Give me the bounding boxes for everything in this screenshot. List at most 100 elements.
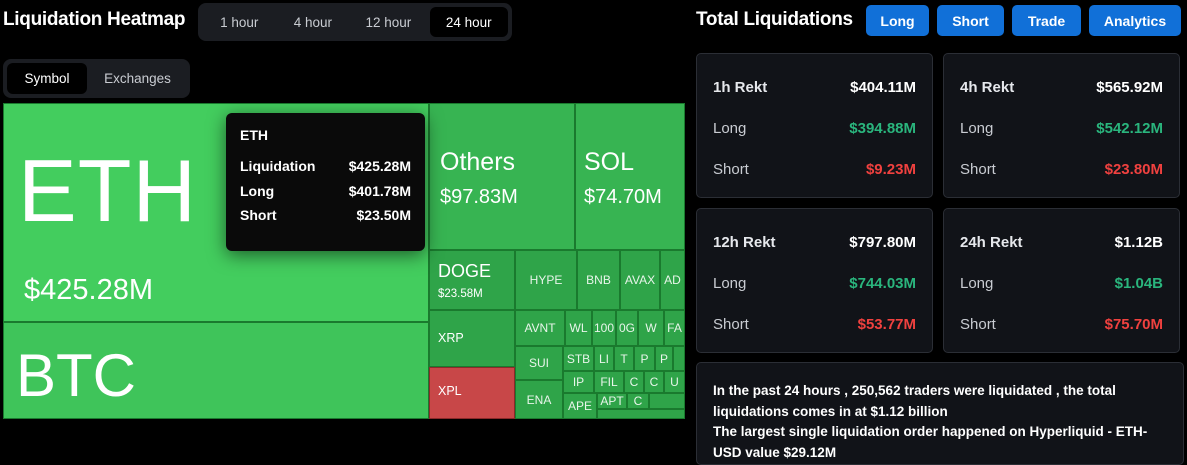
treemap-cell-sui[interactable]: SUI (515, 346, 563, 380)
tooltip-value: $425.28M (348, 158, 411, 174)
cell-symbol: HYPE (529, 273, 563, 287)
treemap-cell-0g[interactable]: 0G (616, 310, 638, 346)
long-button[interactable]: Long (866, 5, 929, 36)
rekt-card-12h: 12h Rekt $797.80M Long $744.03M Short $53.7… (696, 208, 933, 353)
tooltip-row-long: Long $401.78M (240, 183, 411, 208)
timeframe-12h-tab[interactable]: 12 hour (365, 14, 412, 30)
treemap-cell-p-2[interactable]: P (655, 346, 673, 371)
short-value: $9.23M (865, 161, 916, 178)
long-label: Long (713, 275, 747, 292)
cell-symbol: XPL (438, 384, 462, 398)
card-total: $797.80M (849, 234, 916, 251)
timeframe-1h-tab[interactable]: 1 hour (220, 14, 259, 30)
cell-symbol: BNB (586, 273, 611, 287)
cell-symbol: 100 (593, 321, 615, 335)
cell-symbol: LI (598, 351, 610, 366)
card-total: $565.92M (1096, 79, 1163, 96)
cell-symbol: IP (572, 375, 585, 389)
treemap-cell-doge[interactable]: DOGE $23.58M (429, 250, 515, 310)
cell-symbol: U (670, 375, 679, 389)
tooltip-label: Liquidation (240, 158, 316, 174)
treemap-cell-others[interactable]: Others $97.83M (429, 103, 575, 250)
cell-symbol: WL (569, 321, 588, 335)
treemap-cell-ape[interactable]: APE (563, 393, 597, 419)
cell-symbol: ENA (526, 392, 552, 407)
exchanges-tab[interactable]: Exchanges (104, 71, 171, 86)
tooltip-value: $401.78M (348, 182, 411, 199)
timeframe-selector: 1 hour 4 hour 12 hour 24 hour (198, 3, 512, 41)
tooltip-symbol: ETH (240, 127, 268, 143)
cell-symbol: STB (566, 351, 591, 366)
cell-symbol: C (629, 375, 639, 389)
cell-symbol: BTC (16, 342, 136, 409)
cell-symbol: FA (667, 321, 682, 335)
cell-symbol: ETH (18, 141, 197, 240)
cell-symbol: C (649, 375, 659, 389)
treemap-cell-c-2[interactable]: C (644, 371, 664, 393)
treemap-cell-fa[interactable]: FA (664, 310, 685, 346)
treemap-cell-apt[interactable]: APT (597, 393, 627, 409)
treemap-cell-p[interactable]: P (634, 346, 655, 371)
cell-symbol: T (620, 351, 628, 366)
cell-symbol: DOGE (438, 261, 492, 281)
treemap-cell-btc[interactable]: BTC (3, 322, 429, 419)
card-total: $404.11M (850, 79, 916, 96)
eth-tooltip: ETH Liquidation $425.28M Long $401.78M S… (226, 113, 425, 251)
timeframe-4h-tab[interactable]: 4 hour (293, 14, 332, 30)
short-button[interactable]: Short (937, 5, 1004, 36)
treemap-cell-small-2[interactable] (649, 393, 685, 409)
treemap-cell-ad[interactable]: AD (660, 250, 685, 310)
rekt-card-4h: 4h Rekt $565.92M Long $542.12M Short $23.80… (943, 53, 1180, 198)
long-value: $394.88M (849, 120, 916, 137)
treemap-cell-ip[interactable]: IP (563, 371, 594, 393)
treemap-cell-avnt[interactable]: AVNT (515, 310, 565, 346)
cell-value: $74.70M (584, 186, 662, 208)
cell-symbol: APT (600, 394, 624, 408)
short-value: $53.77M (857, 316, 916, 333)
treemap-cell-xpl[interactable]: XPL (429, 367, 515, 419)
cell-value: $97.83M (440, 186, 518, 208)
symbol-tab[interactable]: Symbol (7, 63, 87, 94)
card-title: 24h Rekt (960, 234, 1023, 251)
treemap-cell-t[interactable]: T (614, 346, 634, 371)
treemap-cell-c[interactable]: C (624, 371, 644, 393)
cell-value: $23.58M (438, 288, 483, 300)
timeframe-24h-tab[interactable]: 24 hour (429, 7, 509, 37)
treemap-cell-wl[interactable]: WL (565, 310, 592, 346)
card-title: 1h Rekt (713, 79, 768, 96)
treemap-cell-xrp[interactable]: XRP (429, 310, 515, 367)
trade-button[interactable]: Trade (1012, 5, 1081, 36)
treemap-cell-hf[interactable] (597, 409, 685, 419)
long-label: Long (960, 120, 994, 137)
card-title: 12h Rekt (713, 234, 776, 251)
cell-symbol: AVAX (624, 273, 656, 287)
total-liquidations-title: Total Liquidations (696, 9, 853, 30)
cell-symbol: AVNT (524, 321, 556, 335)
rekt-card-24h: 24h Rekt $1.12B Long $1.04B Short $75.70M (943, 208, 1180, 353)
tooltip-label: Long (240, 182, 275, 199)
treemap-cell-avax[interactable]: AVAX (620, 250, 660, 310)
long-label: Long (713, 120, 747, 137)
long-value: $1.04B (1114, 275, 1163, 292)
treemap-cell-bnb[interactable]: BNB (577, 250, 620, 310)
long-label: Long (960, 275, 994, 292)
cell-value: $425.28M (24, 274, 153, 306)
treemap-cell-li[interactable]: LI (594, 346, 614, 371)
treemap-cell-u[interactable]: U (664, 371, 685, 393)
long-value: $744.03M (849, 275, 916, 292)
treemap-cell-100[interactable]: 100 (592, 310, 616, 346)
treemap-cell-c-3[interactable]: C (627, 393, 649, 409)
view-selector: Symbol Exchanges (3, 59, 190, 98)
treemap-cell-sol[interactable]: SOL $74.70M (575, 103, 685, 250)
analytics-button[interactable]: Analytics (1089, 5, 1181, 36)
treemap-cell-stb[interactable]: STB (563, 346, 594, 371)
treemap-cell-hype[interactable]: HYPE (515, 250, 577, 310)
cell-symbol: 0G (618, 321, 636, 335)
treemap-cell-fil[interactable]: FIL (594, 371, 624, 393)
treemap-cell-w[interactable]: W (638, 310, 664, 346)
tooltip-label: Short (240, 207, 277, 223)
short-value: $75.70M (1104, 316, 1163, 333)
card-title: 4h Rekt (960, 79, 1015, 96)
treemap-cell-small-1[interactable] (673, 346, 685, 371)
treemap-cell-ena[interactable]: ENA (515, 380, 563, 419)
